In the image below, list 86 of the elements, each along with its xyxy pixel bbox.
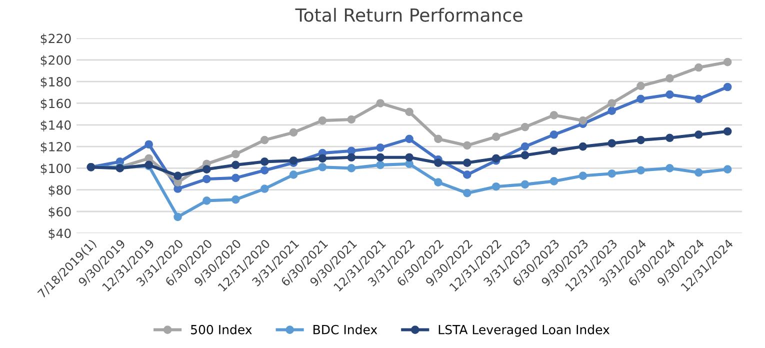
y-tick-label: $60 xyxy=(48,206,71,218)
y-tick-label: $100 xyxy=(40,163,71,175)
point xyxy=(578,172,588,180)
legend-label: 500 Index xyxy=(191,324,252,334)
point xyxy=(462,170,472,179)
point xyxy=(289,170,298,179)
legend-label: LSTA Leveraged Loan Index xyxy=(438,324,610,337)
point xyxy=(636,94,645,104)
point xyxy=(694,94,703,104)
point xyxy=(376,143,385,152)
point xyxy=(260,136,269,144)
point xyxy=(260,184,269,193)
point xyxy=(492,132,500,141)
y-tick-label: $220 xyxy=(40,34,71,45)
point xyxy=(405,134,414,144)
point xyxy=(434,178,442,186)
y-tick-label: $140 xyxy=(40,120,71,132)
point xyxy=(434,134,442,144)
point xyxy=(608,99,616,108)
point xyxy=(405,160,414,168)
point xyxy=(202,174,211,184)
point xyxy=(666,74,674,83)
point xyxy=(174,172,182,180)
point xyxy=(608,139,616,148)
point xyxy=(144,140,154,149)
point xyxy=(376,99,385,108)
point xyxy=(520,180,530,189)
point xyxy=(636,82,645,90)
point xyxy=(462,158,472,167)
point xyxy=(347,153,356,162)
point xyxy=(231,195,240,204)
point xyxy=(550,146,558,156)
point xyxy=(520,142,530,151)
point xyxy=(231,174,240,182)
point xyxy=(666,90,674,99)
point xyxy=(347,164,356,172)
point xyxy=(723,58,732,66)
legend-label: BDC Index xyxy=(314,324,378,334)
point xyxy=(318,116,327,125)
point xyxy=(723,127,732,136)
point xyxy=(231,160,240,170)
point xyxy=(289,128,298,137)
point xyxy=(405,153,414,162)
point xyxy=(231,150,240,158)
point xyxy=(318,154,327,163)
point xyxy=(550,110,558,120)
point xyxy=(608,106,616,115)
point xyxy=(578,142,588,151)
point xyxy=(202,196,211,205)
point xyxy=(636,136,645,144)
point xyxy=(694,130,703,139)
point xyxy=(289,156,298,165)
point xyxy=(578,116,588,125)
y-tick-label: $40 xyxy=(48,228,71,240)
y-tick-label: $180 xyxy=(40,76,71,88)
point xyxy=(405,108,414,116)
point xyxy=(723,82,732,92)
point xyxy=(608,169,616,178)
point xyxy=(666,134,674,142)
point xyxy=(347,115,356,124)
point xyxy=(174,178,182,186)
point xyxy=(376,160,385,170)
point xyxy=(462,188,472,198)
point xyxy=(666,164,674,172)
y-tick-label: $80 xyxy=(48,185,71,196)
point xyxy=(723,165,732,174)
y-tick-label: $160 xyxy=(40,98,71,110)
point xyxy=(260,158,269,166)
chart-title: Total Return Performance xyxy=(295,8,522,22)
point xyxy=(550,130,558,139)
point xyxy=(462,141,472,150)
point xyxy=(694,63,703,72)
point xyxy=(492,182,500,191)
point xyxy=(260,166,269,175)
point xyxy=(202,165,211,174)
point xyxy=(174,212,182,222)
point xyxy=(318,162,327,172)
point xyxy=(520,122,530,132)
point xyxy=(434,158,442,167)
point xyxy=(550,177,558,186)
point xyxy=(636,166,645,175)
y-tick-label: $120 xyxy=(40,142,71,154)
point xyxy=(694,168,703,177)
point xyxy=(376,153,385,162)
y-tick-label: $200 xyxy=(40,55,71,67)
point xyxy=(520,151,530,160)
